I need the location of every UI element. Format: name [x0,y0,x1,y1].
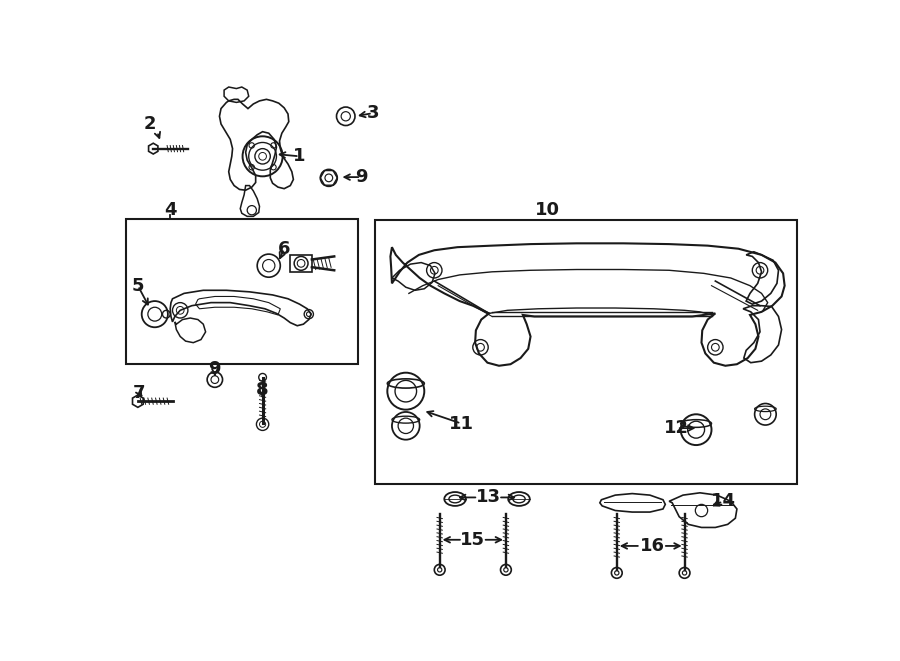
Text: 9: 9 [209,360,221,378]
Text: 6: 6 [278,240,291,258]
Text: 15: 15 [460,531,485,549]
Text: 11: 11 [449,414,473,432]
Bar [125,219,358,364]
Text: 10: 10 [535,201,560,219]
Text: 14: 14 [711,492,735,510]
Text: 2: 2 [144,115,157,133]
Text: 12: 12 [664,419,689,437]
Text: 13: 13 [476,488,500,506]
Text: 4: 4 [164,201,176,219]
Text: 8: 8 [256,381,269,399]
Text: 9: 9 [355,168,367,186]
Text: 7: 7 [133,383,146,402]
Bar [291,255,312,272]
Text: 3: 3 [366,104,379,122]
Bar [375,220,797,484]
Text: 16: 16 [640,537,665,555]
Text: 5: 5 [131,277,144,295]
Text: 1: 1 [293,147,306,165]
